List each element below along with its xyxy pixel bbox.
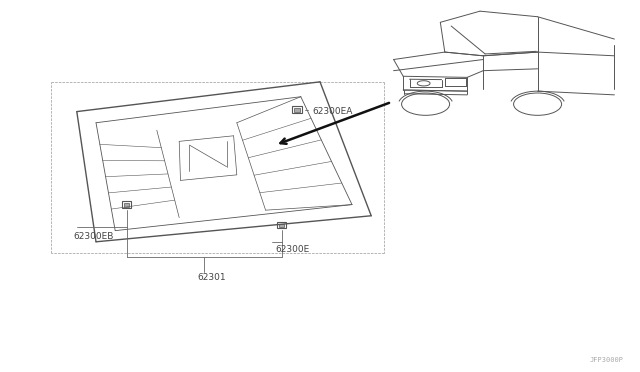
Bar xyxy=(277,222,286,228)
Bar xyxy=(294,108,300,112)
Text: 62300E: 62300E xyxy=(275,246,310,254)
Bar xyxy=(280,224,284,227)
Bar xyxy=(292,106,302,113)
Bar xyxy=(122,201,131,208)
Text: 62300EB: 62300EB xyxy=(74,232,114,241)
Text: 62301: 62301 xyxy=(197,273,225,282)
Text: 62300EA: 62300EA xyxy=(312,107,353,116)
Bar xyxy=(124,203,129,206)
Text: JFP3000P: JFP3000P xyxy=(590,357,624,363)
